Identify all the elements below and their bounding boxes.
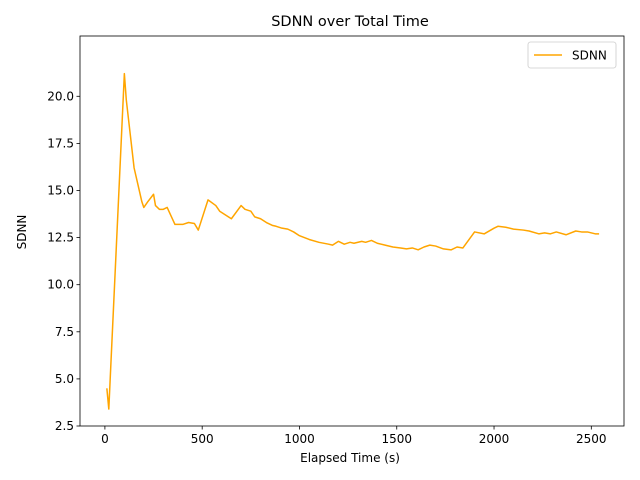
x-tick-label: 500	[191, 432, 214, 446]
y-tick-label: 5.0	[55, 372, 74, 386]
series-line-0	[106, 72, 600, 410]
x-tick-label: 1500	[381, 432, 412, 446]
legend-box	[527, 41, 617, 69]
x-tick-label: 2500	[576, 432, 607, 446]
y-tick-label: 2.5	[55, 419, 74, 433]
x-tick-label: 2000	[479, 432, 510, 446]
y-tick-label: 10.0	[47, 278, 74, 292]
y-axis-label: SDNN	[15, 215, 29, 250]
y-tick-label: 7.5	[55, 325, 74, 339]
legend: SDNN	[527, 41, 617, 69]
x-axis-label: Elapsed Time (s)	[300, 451, 400, 465]
x-tick-label: 0	[101, 432, 109, 446]
y-tick-label: 12.5	[47, 231, 74, 245]
plot-area	[106, 72, 600, 410]
y-tick-label: 17.5	[47, 136, 74, 150]
x-tick-label: 1000	[284, 432, 315, 446]
axes-frame	[79, 35, 625, 427]
y-tick-label: 20.0	[47, 89, 74, 103]
legend-label: SDNN	[572, 49, 607, 63]
y-tick-label: 15.0	[47, 183, 74, 197]
axes: 0 500 1000 1500 2000 2500 2.5 5.0 7.5 10.0 12.5 15.…	[47, 35, 625, 446]
chart-title: SDNN over Total Time	[271, 14, 429, 30]
